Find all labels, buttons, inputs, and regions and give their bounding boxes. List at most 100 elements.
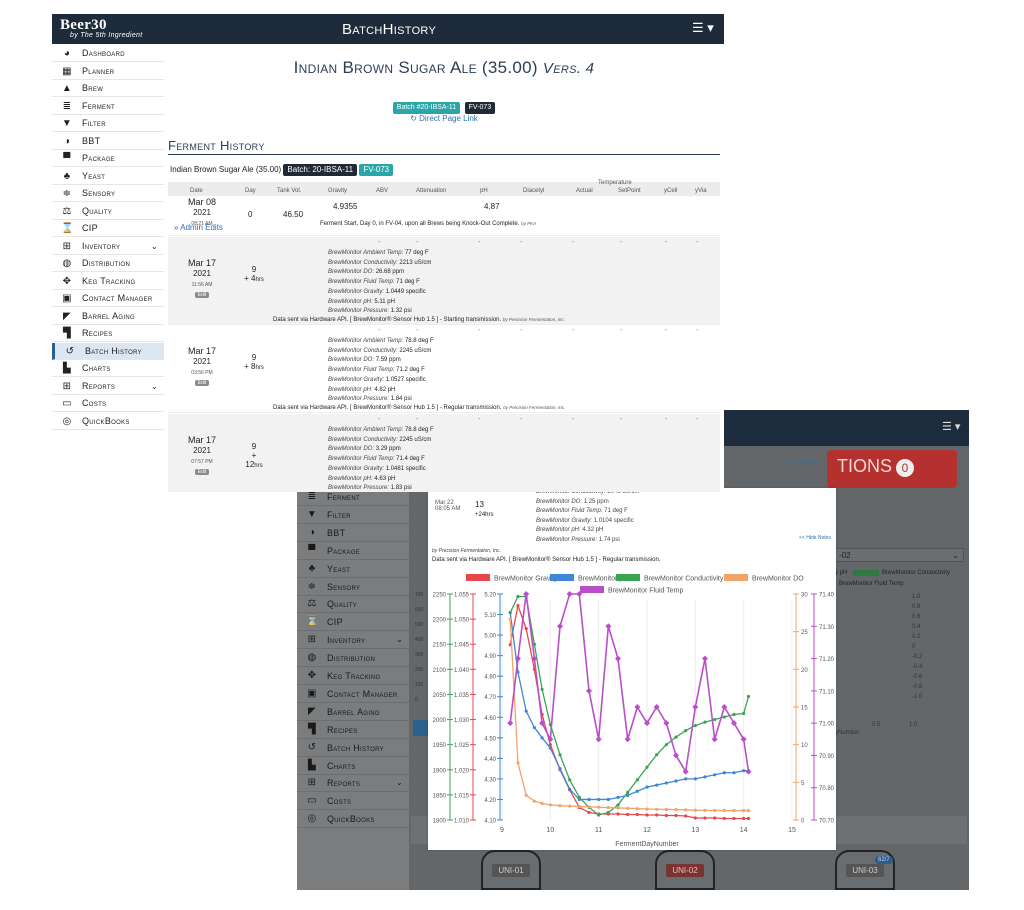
alerts-box[interactable]: TIONS 0	[827, 450, 957, 488]
sidebar-item-label: Barrel Aging	[327, 706, 380, 717]
background-sidebar-item-filter[interactable]: ▼ Filter	[297, 506, 409, 524]
row-tank-vol: 46.50	[283, 210, 304, 219]
data-point	[684, 808, 688, 812]
background-user-menu[interactable]: ☰ ▾	[942, 421, 961, 433]
sidebar-item-filter[interactable]: ▼ Filter	[52, 115, 164, 132]
empty-cell: -	[572, 416, 575, 423]
background-sidebar-item-keg-tracking[interactable]: ✥ Keg Tracking	[297, 667, 409, 685]
column-header[interactable]: SetPoint	[618, 188, 641, 194]
sidebar-item-dashboard[interactable]: ◕ Dashboard	[52, 45, 164, 62]
column-header[interactable]: pH	[480, 188, 488, 194]
data-point	[615, 655, 621, 662]
data-point	[674, 779, 678, 783]
sidebar-item-quality[interactable]: ⚖ Quality	[52, 203, 164, 220]
reading-line: BrewMonitor Ambient Temp: 77 deg F	[328, 250, 429, 256]
empty-cell: -	[620, 327, 623, 334]
address-card-icon: ▣	[307, 687, 317, 699]
tank-dropdown[interactable]: -02 ⌄	[834, 548, 964, 562]
y-tick-label: 4.60	[484, 716, 496, 722]
y-tick-label: 1800	[433, 819, 447, 825]
background-hide-notes-link[interactable]: << Hide Notes	[787, 460, 819, 466]
background-sidebar-item-cip[interactable]: ⌛ CIP	[297, 613, 409, 632]
column-header[interactable]: Day	[245, 188, 256, 194]
sidebar-item-brew[interactable]: ▲ Brew	[52, 80, 164, 97]
sidebar-item-quickbooks[interactable]: ◎ QuickBooks	[52, 413, 164, 430]
user-menu[interactable]: ☰ ▾	[692, 20, 714, 35]
sidebar-item-package[interactable]: ▀ Package	[52, 150, 164, 167]
y-tick-label: 1850	[433, 793, 447, 799]
sidebar-item-bbt[interactable]: ◑ BBT	[52, 133, 164, 150]
sidebar-item-sensory[interactable]: ≑ Sensory	[52, 185, 164, 202]
background-sidebar-item-contact-manager[interactable]: ▣ Contact Manager	[297, 685, 409, 703]
column-header[interactable]: Diacetyl	[523, 188, 545, 194]
background-sidebar-item-costs[interactable]: ▭ Costs	[297, 792, 409, 811]
background-sidebar-item-quality[interactable]: ⚖ Quality	[297, 595, 409, 614]
sidebar-item-charts[interactable]: ▙ Charts	[52, 360, 164, 377]
sidebar-item-contact-manager[interactable]: ▣ Contact Manager	[52, 290, 164, 307]
sidebar-item-label: Contact Manager	[327, 688, 398, 699]
sidebar-item-planner[interactable]: ▦ Planner	[52, 63, 164, 80]
background-sidebar-item-bbt[interactable]: ◑ BBT	[297, 524, 409, 542]
background-sidebar-item-sensory[interactable]: ≑ Sensory	[297, 578, 409, 596]
sidebar-item-batch-history[interactable]: ↺ Batch History	[52, 342, 164, 360]
y-tick-label: 1.050	[454, 618, 470, 624]
brand-tagline: by The 5th Ingredient	[70, 32, 143, 39]
background-sidebar-item-batch-history[interactable]: ↺ Batch History	[297, 739, 409, 757]
card-note-by: by Precision Fermentation, Inc.	[432, 548, 501, 554]
sidebar-item-keg-tracking[interactable]: ✥ Keg Tracking	[52, 273, 164, 290]
card-date: Mar 22 08:05 AM	[435, 500, 461, 512]
column-header[interactable]: Actual	[576, 188, 593, 194]
background-sidebar-item-quickbooks[interactable]: ◎ QuickBooks	[297, 810, 409, 829]
brand-logo[interactable]: Beer30 by The 5th Ingredient	[60, 17, 142, 39]
hide-notes-link[interactable]: << Hide Notes	[799, 535, 831, 541]
calendar-icon: ▦	[62, 65, 72, 77]
edit-button[interactable]: Edit	[194, 292, 210, 298]
edit-button[interactable]: Edit	[194, 380, 210, 386]
tank-uni-02[interactable]: UNI-02	[655, 850, 715, 890]
column-header[interactable]: Gravity	[328, 188, 348, 194]
y-tick-label: 0	[801, 819, 805, 825]
legend-swatch	[724, 574, 748, 581]
background-sidebar-item-yeast[interactable]: ♣ Yeast	[297, 560, 409, 578]
background-sidebar-item-distribution[interactable]: ◍ Distribution	[297, 649, 409, 668]
tank-uni-01[interactable]: UNI-01	[481, 850, 541, 890]
tank-fill-badge: 62/7	[875, 856, 893, 864]
background-sidebar-item-ferment[interactable]: ≣ Ferment	[297, 488, 409, 506]
vessel-badge[interactable]: FV-073	[464, 102, 496, 114]
background-button[interactable]	[413, 720, 431, 736]
background-sidebar-item-package[interactable]: ▀ Package	[297, 542, 409, 560]
admin-edits-link[interactable]: » Admin Edits	[174, 223, 223, 232]
sidebar-item-reports[interactable]: ⊞ Reports ⌄	[52, 378, 164, 395]
batch-badge[interactable]: Batch #20-IBSA-11	[392, 102, 461, 114]
sidebar-item-inventory[interactable]: ⊞ Inventory ⌄	[52, 238, 164, 255]
ferment-batch-badge[interactable]: Batch: 20-IBSA-11	[283, 164, 358, 176]
ferment-chart[interactable]: BrewMonitor Gravity BrewMonitor pH BrewMon…	[428, 568, 836, 850]
sidebar-item-barrel-aging[interactable]: ◤ Barrel Aging	[52, 308, 164, 325]
edit-button[interactable]: Edit	[194, 469, 210, 475]
column-header[interactable]: yVia	[695, 188, 707, 194]
recipe-title: Indian Brown Sugar Ale (35.00) Vers. 4	[293, 58, 595, 77]
column-header[interactable]: Date	[190, 188, 203, 194]
sidebar-item-label: Yeast	[82, 170, 106, 181]
sidebar-item-yeast[interactable]: ♣ Yeast	[52, 168, 164, 185]
data-point	[635, 807, 639, 811]
y-tick-label: 1.045	[454, 643, 470, 649]
ferment-vessel-badge[interactable]: FV-073	[359, 164, 394, 176]
column-header[interactable]: yCell	[664, 188, 678, 194]
background-sidebar-item-barrel-aging[interactable]: ◤ Barrel Aging	[297, 703, 409, 721]
column-header[interactable]: ABV	[376, 188, 389, 194]
direct-page-link[interactable]: ↻ Direct Page Link	[410, 114, 478, 123]
sidebar-item-distribution[interactable]: ◍ Distribution	[52, 255, 164, 272]
background-sidebar-item-reports[interactable]: ⊞ Reports ⌄	[297, 774, 409, 793]
sidebar-item-recipes[interactable]: ▜ Recipes	[52, 325, 164, 342]
data-point	[703, 775, 707, 779]
sidebar-item-cip[interactable]: ⌛ CIP	[52, 220, 164, 237]
background-sidebar-item-recipes[interactable]: ▜ Recipes	[297, 721, 409, 739]
background-sidebar-item-charts[interactable]: ▙ Charts	[297, 757, 409, 775]
column-header[interactable]: Attenuation	[416, 188, 447, 194]
sidebar-item-costs[interactable]: ▭ Costs	[52, 395, 164, 412]
sidebar-item-ferment[interactable]: ≣ Ferment	[52, 98, 164, 115]
table-row: Mar 17 2021 11:56 AM Edit 9 + 4hrs - - - - - - - - Bre…	[168, 237, 720, 325]
column-header[interactable]: Tank Vol.	[277, 188, 302, 194]
background-sidebar-item-inventory[interactable]: ⊞ Inventory ⌄	[297, 631, 409, 650]
